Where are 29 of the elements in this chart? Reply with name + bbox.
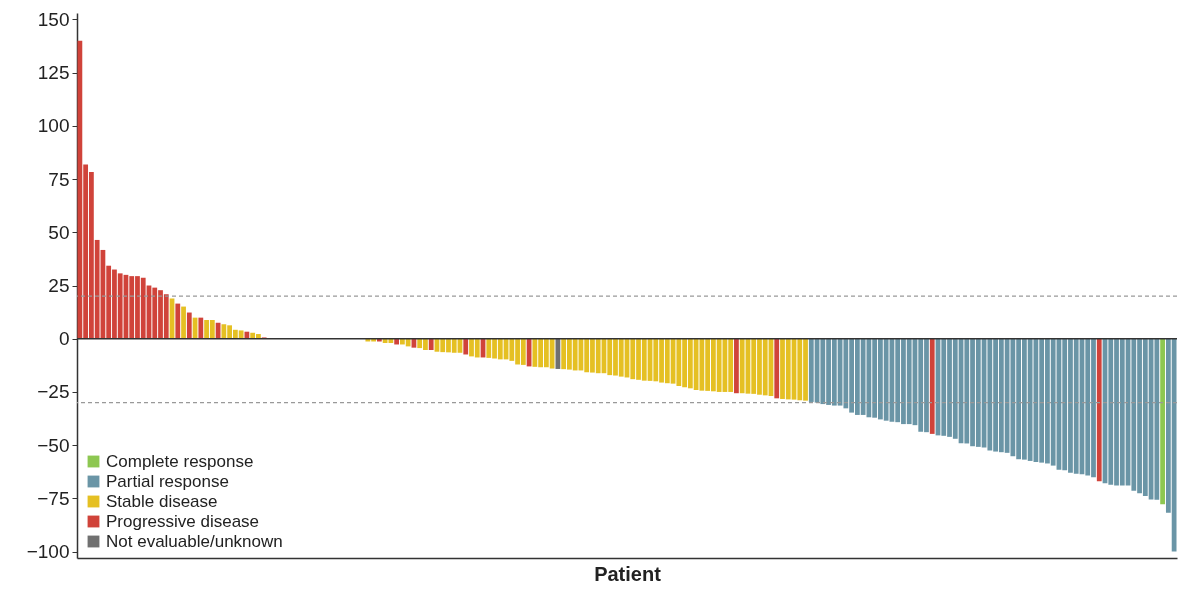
bar (198, 317, 204, 339)
bar (428, 338, 434, 351)
bar (181, 306, 186, 339)
bar (463, 338, 469, 355)
y-tick-label: 75 (48, 168, 70, 190)
y-tick-label: 0 (58, 328, 70, 350)
x-axis-title: Patient (594, 562, 662, 585)
bar (774, 338, 780, 399)
bar (1096, 338, 1102, 482)
y-tick-label: 25 (48, 275, 70, 296)
bar (734, 338, 739, 394)
y-tick-label: 100 (37, 115, 70, 137)
bar (394, 338, 400, 345)
legend-label: Stable disease (106, 491, 218, 511)
bar (1160, 338, 1165, 505)
y-tick-label: −50 (37, 434, 70, 456)
y-tick-label: 50 (48, 221, 70, 243)
legend-label: Partial response (106, 471, 229, 491)
y-tick-label: −25 (37, 381, 70, 403)
y-tick-label: −100 (26, 541, 70, 563)
y-tick-label: 125 (37, 62, 70, 84)
y-tick-label: 150 (37, 8, 70, 30)
y-tick-label: −75 (37, 487, 70, 509)
bar (929, 338, 935, 434)
legend-label: Complete response (106, 451, 254, 471)
legend-label: Progressive disease (106, 511, 260, 531)
legend-label: Not evaluable/unknown (106, 531, 283, 551)
bar (175, 303, 181, 339)
bar (186, 312, 192, 339)
